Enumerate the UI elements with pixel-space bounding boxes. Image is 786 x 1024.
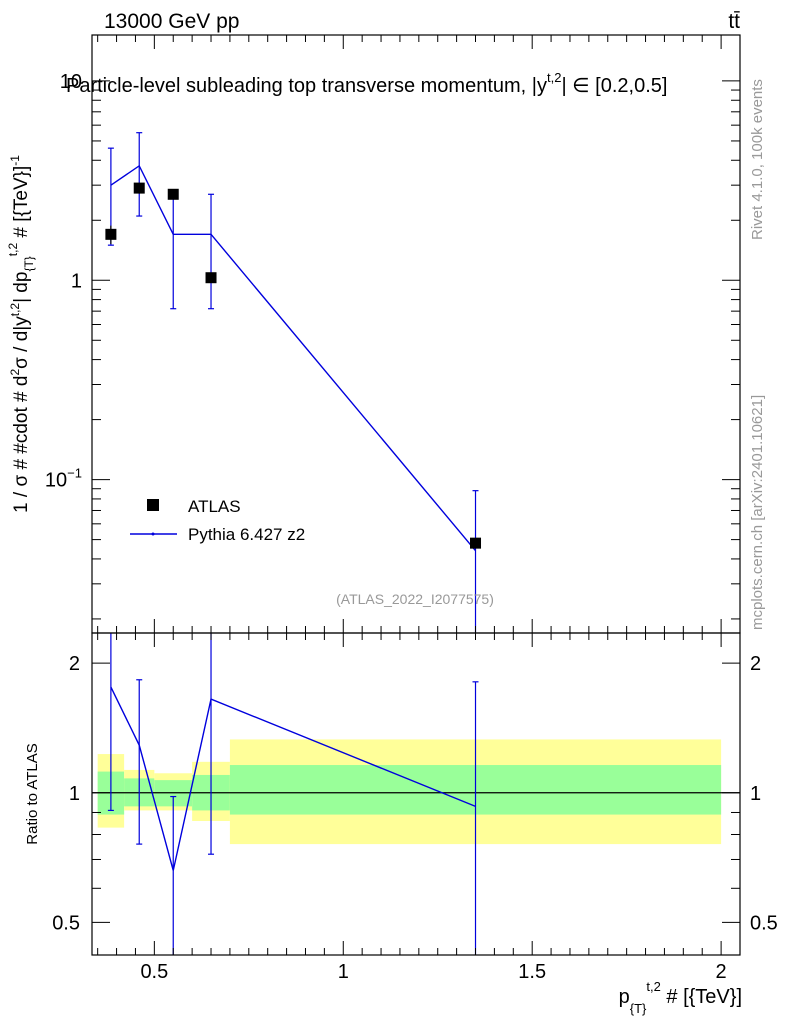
analysis-watermark: (ATLAS_2022_I2077575) xyxy=(336,591,494,607)
main-y-axis-label: 1 / σ # #cdot # d2σ / d|yt,2| dp{T}t,2 #… xyxy=(6,155,36,513)
ratio-y-tick-label: 0.5 xyxy=(52,912,80,934)
data-point xyxy=(205,272,217,284)
main-y-tick-label: 10 xyxy=(60,71,82,93)
ratio-y-tick-label-right: 2 xyxy=(750,653,761,675)
energy-label: 13000 GeV pp xyxy=(104,10,239,33)
data-point xyxy=(105,228,117,240)
rivet-version-label: Rivet 4.1.0, 100k events xyxy=(749,79,766,240)
ratio-y-tick-label-right: 0.5 xyxy=(750,912,778,934)
x-tick-label: 1 xyxy=(338,961,349,983)
x-tick-label: 2 xyxy=(716,961,727,983)
data-point xyxy=(167,188,179,200)
process-label: tt̄ xyxy=(728,10,740,33)
data-point xyxy=(133,182,145,194)
data-point xyxy=(470,537,482,549)
legend-label-atlas: ATLAS xyxy=(188,497,241,516)
main-panel: 10−1 1 10 xyxy=(45,34,741,634)
x-tick-label: 1.5 xyxy=(518,961,546,983)
legend-dot-pythia xyxy=(151,532,155,536)
ratio-frame xyxy=(91,632,741,956)
ratio-y-tick-label: 1 xyxy=(69,783,80,805)
legend-marker-atlas xyxy=(147,499,159,511)
ratio-y-tick-label: 2 xyxy=(69,653,80,675)
x-axis-label: p{T}t,2 # [{TeV}] xyxy=(619,979,742,1016)
legend-label-pythia: Pythia 6.427 z2 xyxy=(188,525,305,544)
main-y-tick-label: 10−1 xyxy=(45,466,82,492)
main-y-tick-label: 1 xyxy=(71,270,82,292)
ratio-panel: 0.5 1 1.5 2 0.5 0.5 1 1 2 2 xyxy=(52,632,778,983)
x-tick-label: 0.5 xyxy=(140,961,168,983)
mcplots-label: mcplots.cern.ch [arXiv:2401.10621] xyxy=(749,395,766,630)
mc-line xyxy=(110,164,477,552)
ratio-y-axis-label: Ratio to ATLAS xyxy=(24,743,41,844)
main-title: Particle-level subleading top transverse… xyxy=(66,70,667,97)
legend: ATLAS Pythia 6.427 z2 xyxy=(130,497,305,544)
ratio-y-tick-label-right: 1 xyxy=(750,783,761,805)
